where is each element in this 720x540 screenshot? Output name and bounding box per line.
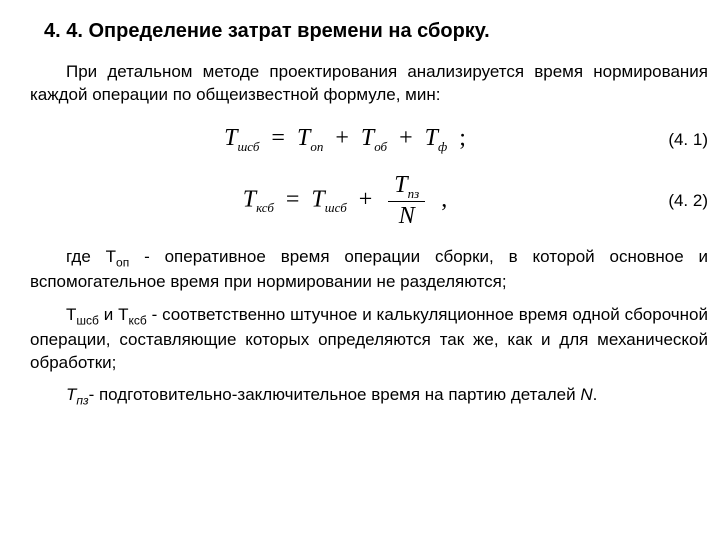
definition-1: где Топ - оперативное время операции сбо… [30, 246, 708, 294]
definitions: где Топ - оперативное время операции сбо… [30, 246, 708, 409]
definition-3: Тпз- подготовительно-заключительное врем… [30, 384, 708, 409]
formula-2-number: (4. 2) [660, 191, 708, 211]
formula-2: Tксб = Tшсб + Tпз N , [30, 173, 660, 229]
formula-2-row: Tксб = Tшсб + Tпз N , (4. 2) [30, 173, 708, 229]
formula-1-number: (4. 1) [660, 130, 708, 150]
formula-1: Tшсб = Tоп + Tоб + Tф ; [30, 125, 660, 155]
formula-1-row: Tшсб = Tоп + Tоб + Tф ; (4. 1) [30, 125, 708, 155]
intro-paragraph: При детальном методе проектирования анал… [30, 61, 708, 107]
section-heading: 4. 4. Определение затрат времени на сбор… [44, 20, 708, 43]
definition-2: Тшсб и Тксб - соответственно штучное и к… [30, 304, 708, 374]
